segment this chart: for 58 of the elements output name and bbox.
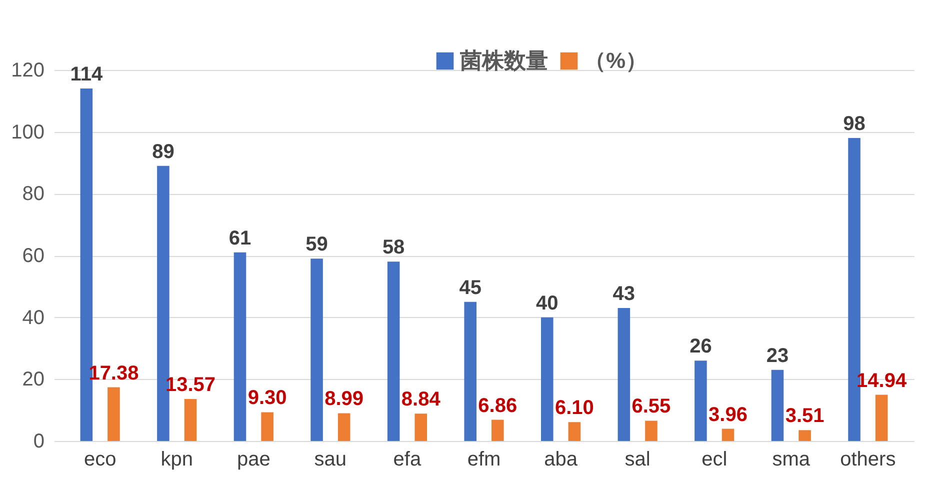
data-label: 3.96 (708, 404, 748, 426)
bar (234, 252, 246, 441)
bar (722, 428, 734, 441)
bar (184, 399, 197, 441)
data-label: 3.51 (785, 405, 824, 428)
y-tick-label: 40 (22, 306, 44, 329)
bar (875, 394, 888, 441)
bar (798, 430, 811, 441)
legend-label: 菌株数量 (459, 48, 548, 73)
bar (694, 360, 707, 441)
x-tick-label: pae (236, 448, 270, 470)
x-tick-label: sma (772, 448, 811, 470)
data-label: 8.99 (324, 388, 364, 410)
legend-label: （%） (584, 48, 648, 73)
data-label: 6.86 (478, 394, 518, 417)
y-tick-label: 120 (11, 60, 44, 82)
y-tick-label: 20 (22, 368, 44, 391)
bar (414, 414, 428, 441)
data-label: 9.30 (248, 387, 287, 410)
data-label: 114 (70, 64, 104, 86)
data-label: 61 (228, 227, 252, 250)
data-label: 43 (612, 283, 636, 306)
bar (464, 302, 476, 441)
y-tick-label: 0 (33, 430, 44, 452)
bar (310, 258, 323, 441)
data-label: 58 (382, 236, 405, 259)
x-tick-label: sau (314, 448, 347, 470)
bar (771, 370, 784, 441)
x-tick-label: ecl (702, 448, 728, 470)
data-label: 6.10 (554, 397, 594, 420)
y-tick-label: 80 (22, 183, 44, 206)
x-tick-label: aba (544, 448, 578, 470)
bar (540, 317, 554, 441)
data-label: 40 (536, 292, 558, 314)
x-tick-label: efm (467, 448, 501, 470)
data-label: 45 (459, 276, 482, 299)
data-label: 59 (306, 234, 328, 256)
bar (568, 422, 581, 441)
x-tick-label: others (840, 448, 896, 470)
bar (261, 412, 274, 441)
bar (618, 308, 630, 441)
data-label: 6.55 (632, 396, 671, 418)
data-label: 23 (766, 344, 789, 367)
data-label: 98 (843, 113, 866, 136)
x-tick-label: efa (393, 448, 422, 470)
data-label: 8.84 (401, 388, 442, 411)
x-tick-label: kpn (160, 448, 193, 470)
bar (645, 420, 658, 441)
data-label: 89 (152, 140, 174, 163)
x-tick-label: eco (84, 448, 116, 470)
data-label: 26 (690, 336, 712, 358)
bar (492, 420, 504, 441)
bar (338, 413, 350, 441)
bar (108, 387, 120, 441)
y-tick-label: 100 (11, 121, 44, 144)
x-tick-label: sal (624, 448, 650, 470)
y-tick-label: 60 (22, 245, 44, 267)
bar (387, 262, 400, 441)
